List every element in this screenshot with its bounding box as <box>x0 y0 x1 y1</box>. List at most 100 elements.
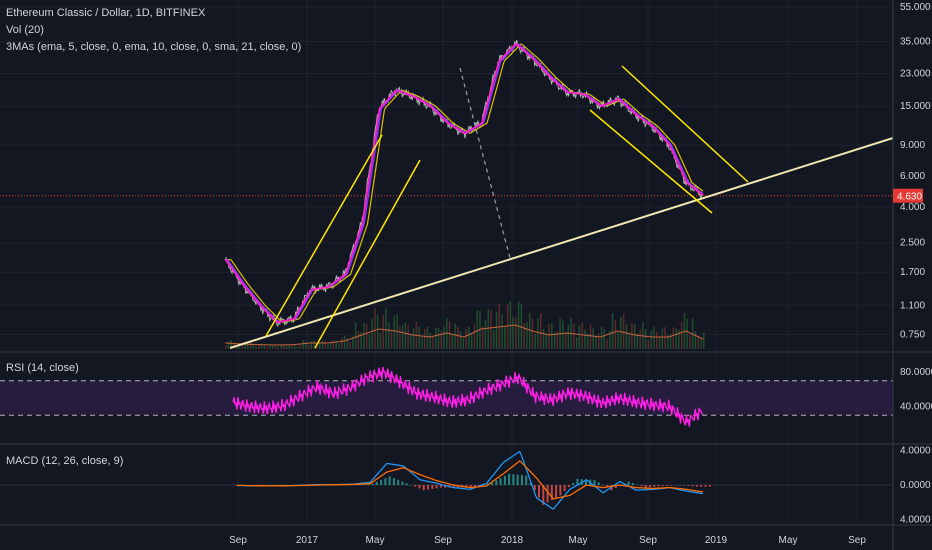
volume-bar <box>551 322 553 349</box>
volume-bar <box>523 322 525 349</box>
volume-bar <box>299 344 302 349</box>
volume-bar <box>277 346 279 349</box>
macd-histogram-bar <box>452 485 455 488</box>
dashed-projection <box>459 67 511 259</box>
volume-bar <box>614 320 617 349</box>
rsi-label: RSI (14, close) <box>6 362 79 374</box>
macd-histogram-bar <box>559 485 562 496</box>
x-tick-label: 2018 <box>501 535 524 546</box>
volume-bar <box>512 316 514 349</box>
volume-bar <box>528 313 531 349</box>
macd-histogram-bar <box>439 485 442 488</box>
macd-histogram-bar <box>606 485 609 488</box>
rsi-band <box>0 380 893 416</box>
volume-bar <box>294 344 296 349</box>
volume-bar <box>401 325 404 349</box>
volume-bar <box>481 326 484 349</box>
volume-bar <box>283 344 285 349</box>
volume-bar <box>349 342 351 349</box>
volume-bar <box>656 331 658 349</box>
volume-bar <box>440 330 443 349</box>
volume-bar <box>365 324 368 349</box>
macd-histogram-bar <box>491 482 494 485</box>
macd-histogram-bar <box>520 475 523 485</box>
volume-bar <box>434 327 437 349</box>
volume-bar <box>609 330 611 349</box>
volume-bar <box>493 329 495 349</box>
macd-histogram-bar <box>584 479 587 485</box>
x-tick-label: Sep <box>434 535 452 546</box>
volume-bar <box>324 340 326 349</box>
x-tick-label: Sep <box>229 535 247 546</box>
volume-bar <box>368 334 371 349</box>
volume-bar <box>429 332 431 349</box>
volume-bar <box>332 340 335 349</box>
volume-bar <box>462 338 465 349</box>
volume-bar <box>426 326 429 349</box>
volume-bar <box>545 334 548 349</box>
volume-bar <box>537 318 539 349</box>
macd-histogram-bar <box>542 485 545 505</box>
volume-bar <box>271 344 274 349</box>
volume-bar <box>689 334 691 349</box>
price-tick-label: 55.000 <box>900 2 931 13</box>
macd-histogram-bar <box>444 485 447 488</box>
price-tick-label: 6.000 <box>900 171 925 182</box>
volume-bar <box>653 326 655 349</box>
macd-histogram-bar <box>546 485 549 503</box>
volume-bar <box>423 329 426 349</box>
volume-bar <box>341 337 343 349</box>
volume-bar <box>573 323 575 349</box>
macd-histogram-bar <box>648 485 651 488</box>
macd-tick-label: 4.0000 <box>900 515 931 526</box>
macd-histogram-bar <box>695 485 698 487</box>
x-tick-label: Sep <box>639 535 657 546</box>
volume-bar <box>274 345 277 349</box>
volume-bar <box>581 322 583 349</box>
macd-histogram-bar <box>555 485 558 498</box>
rsi-series <box>0 366 893 427</box>
volume-bar <box>476 310 478 349</box>
macd-histogram-bar <box>538 485 541 498</box>
volume-bar <box>310 340 313 349</box>
volume-bar <box>393 315 396 349</box>
volume-bar <box>288 345 291 349</box>
volume-bar <box>644 329 647 349</box>
volume-bar <box>625 324 628 349</box>
volume-bar <box>592 327 594 349</box>
macd-histogram-bar <box>597 482 600 485</box>
macd-histogram-bar <box>380 480 383 485</box>
volume-bar <box>379 332 382 349</box>
price-tick-label: 4.000 <box>900 202 925 213</box>
signal-line <box>236 460 704 500</box>
macd-histogram-bar <box>576 478 579 485</box>
volume-bar <box>404 322 407 349</box>
descending-channel-lower <box>589 109 713 214</box>
volume-bar <box>534 334 536 349</box>
volume-bar <box>603 329 606 349</box>
x-tick-label: May <box>366 535 385 546</box>
macd-histogram-bar <box>469 485 472 487</box>
volume-bar <box>421 337 423 349</box>
volume-bar <box>631 323 633 349</box>
macd-series <box>0 450 893 510</box>
volume-bar <box>459 331 462 349</box>
macd-histogram-bar <box>474 485 476 487</box>
volume-bar <box>305 341 307 349</box>
volume-bar <box>407 324 409 349</box>
volume-bar <box>335 341 338 349</box>
volume-bar <box>291 343 293 349</box>
ascending-channel-lower <box>314 159 421 349</box>
macd-histogram-bar <box>627 481 630 485</box>
volume-bar <box>352 336 354 349</box>
macd-histogram-bar <box>687 485 690 486</box>
volume-bar <box>263 344 266 349</box>
volume-bar <box>639 329 641 349</box>
volume-bar <box>269 345 271 349</box>
volume-bar <box>526 321 528 349</box>
macd-histogram-bar <box>388 476 391 485</box>
price-series <box>0 39 893 328</box>
volume-bar <box>504 326 506 349</box>
